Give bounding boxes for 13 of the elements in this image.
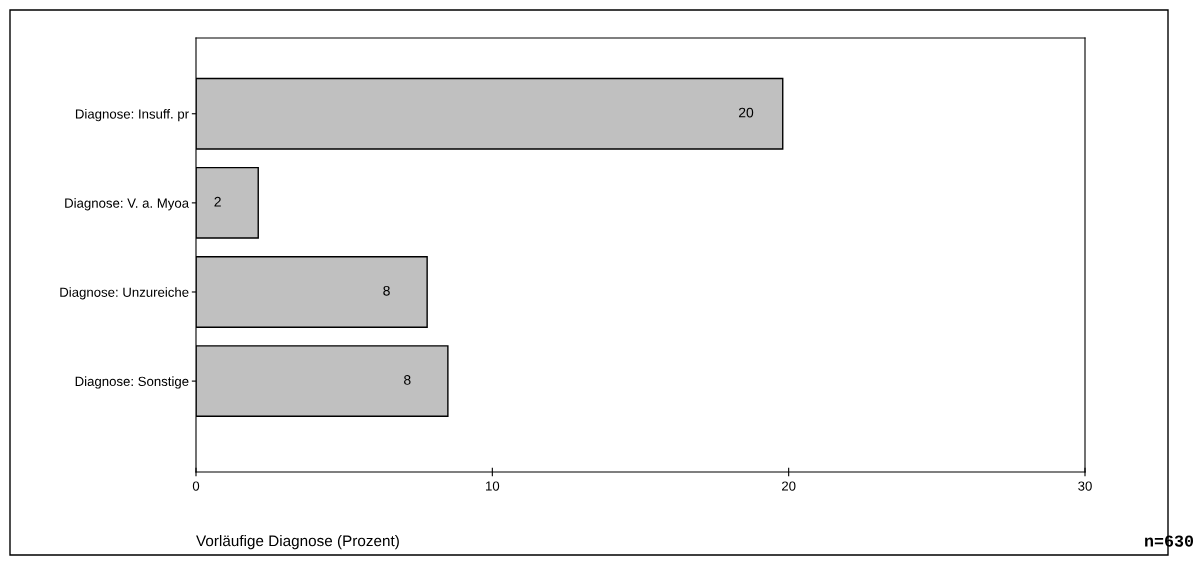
x-tick-label: 20 xyxy=(781,481,796,491)
x-axis-title: Vorläufige Diagnose (Prozent) xyxy=(196,534,399,550)
data-label: 2 xyxy=(214,196,221,207)
y-tick-label: Diagnose: Unzureiche xyxy=(60,287,189,300)
data-label: 8 xyxy=(404,374,411,385)
data-label: 8 xyxy=(383,285,390,296)
y-tick-label: Diagnose: Insuff. pr xyxy=(75,108,189,122)
x-tick-label: 10 xyxy=(486,481,500,491)
data-label: 20 xyxy=(738,107,754,118)
x-tick-label: 0 xyxy=(192,481,200,491)
x-tick-label: 30 xyxy=(1078,481,1092,491)
y-tick-label: Diagnose: Sonstige xyxy=(75,376,189,389)
y-tick-label: Diagnose: V. a. Myoa xyxy=(65,198,190,211)
